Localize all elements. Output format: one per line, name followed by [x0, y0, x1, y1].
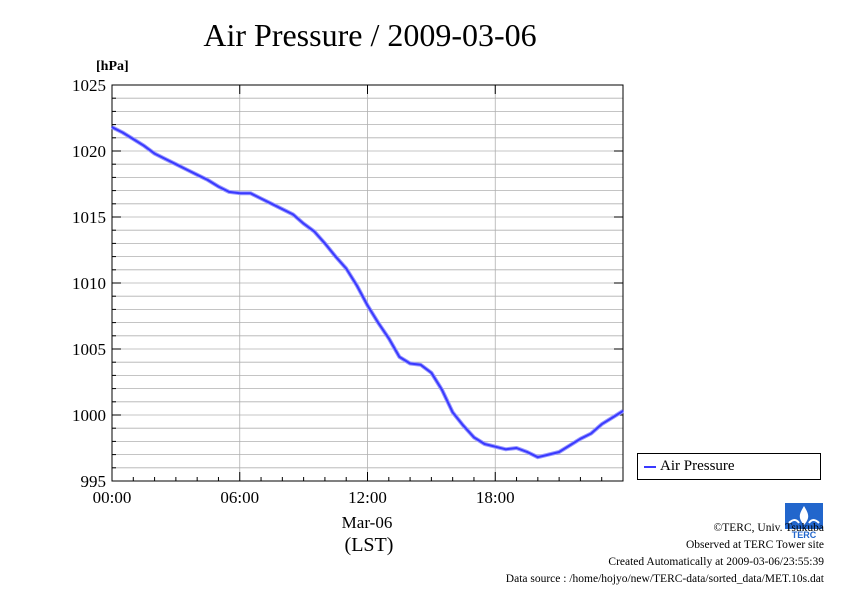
y-tick-label: 995	[81, 472, 107, 491]
data-point	[185, 168, 188, 171]
data-point	[462, 424, 465, 427]
data-point	[387, 337, 390, 340]
data-point	[430, 371, 433, 374]
data-point	[334, 255, 337, 258]
footer-observed: Observed at TERC Tower site	[685, 539, 824, 551]
data-point	[292, 213, 294, 216]
data-point	[441, 389, 443, 391]
chart-title: Air Pressure / 2009-03-06	[203, 17, 536, 53]
data-point	[217, 185, 220, 188]
data-point	[537, 456, 539, 459]
data-point	[249, 192, 252, 195]
x-tick-label: 18:00	[476, 488, 515, 507]
data-point	[111, 126, 113, 129]
data-point	[451, 411, 454, 414]
data-point	[579, 437, 582, 440]
x-axis-timezone-label: (LST)	[345, 534, 394, 556]
legend-label: Air Pressure	[660, 458, 735, 474]
data-point	[345, 267, 348, 270]
data-point	[590, 432, 592, 435]
data-point	[260, 197, 262, 200]
data-point	[228, 191, 230, 193]
data-point	[164, 158, 167, 160]
y-tick-label: 1015	[72, 208, 106, 227]
data-point	[515, 447, 518, 449]
data-point	[196, 173, 198, 176]
y-tick-label: 1020	[72, 142, 106, 161]
data-point	[600, 423, 603, 426]
data-point	[473, 436, 475, 439]
data-point	[207, 179, 209, 181]
footer-copyright: ©TERC, Univ. Tsukuba	[713, 522, 824, 534]
data-point	[281, 208, 284, 210]
data-point	[324, 242, 326, 245]
data-point	[175, 163, 177, 165]
data-point	[121, 131, 124, 134]
data-point	[526, 451, 528, 453]
x-axis-date-label: Mar-06	[342, 513, 393, 532]
series-layer	[111, 125, 625, 460]
axes: 995 1000 1005 1010 1015 1020 1025 00:00 06:00 12:…	[72, 76, 624, 507]
data-point	[505, 448, 507, 451]
data-point	[547, 453, 550, 456]
x-tick-label: 12:00	[348, 488, 387, 507]
y-tick-label: 1025	[72, 76, 106, 95]
data-point	[238, 192, 241, 195]
data-point	[558, 451, 560, 453]
y-tick-label: 1000	[72, 406, 106, 425]
data-point	[132, 138, 135, 140]
data-point	[494, 445, 497, 448]
data-point	[611, 416, 614, 419]
data-point	[377, 321, 379, 324]
data-point	[483, 443, 486, 445]
footer-created: Created Automatically at 2009-03-06/23:5…	[608, 556, 824, 568]
legend: Air Pressure	[637, 453, 821, 480]
data-point	[366, 304, 369, 307]
data-point	[419, 364, 422, 366]
x-tick-label: 06:00	[220, 488, 259, 507]
data-point	[398, 356, 401, 358]
y-axis-unit-label: [hPa]	[96, 59, 129, 74]
data-point	[409, 362, 411, 365]
data-point	[302, 222, 305, 225]
grid	[112, 85, 623, 481]
data-point	[143, 144, 145, 147]
data-point	[622, 410, 624, 412]
y-tick-label: 1005	[72, 340, 106, 359]
terc-logo: TERC	[785, 503, 823, 540]
y-tick-label: 1010	[72, 274, 106, 293]
footer-source: Data source : /home/hojyo/new/TERC-data/…	[505, 573, 824, 585]
data-point	[153, 152, 156, 155]
x-tick-label: 00:00	[93, 488, 132, 507]
legend-swatch	[644, 466, 656, 468]
data-point	[270, 203, 273, 205]
data-point	[568, 444, 571, 447]
data-point	[313, 230, 316, 233]
data-point	[356, 284, 358, 287]
logo-text: TERC	[792, 530, 817, 539]
